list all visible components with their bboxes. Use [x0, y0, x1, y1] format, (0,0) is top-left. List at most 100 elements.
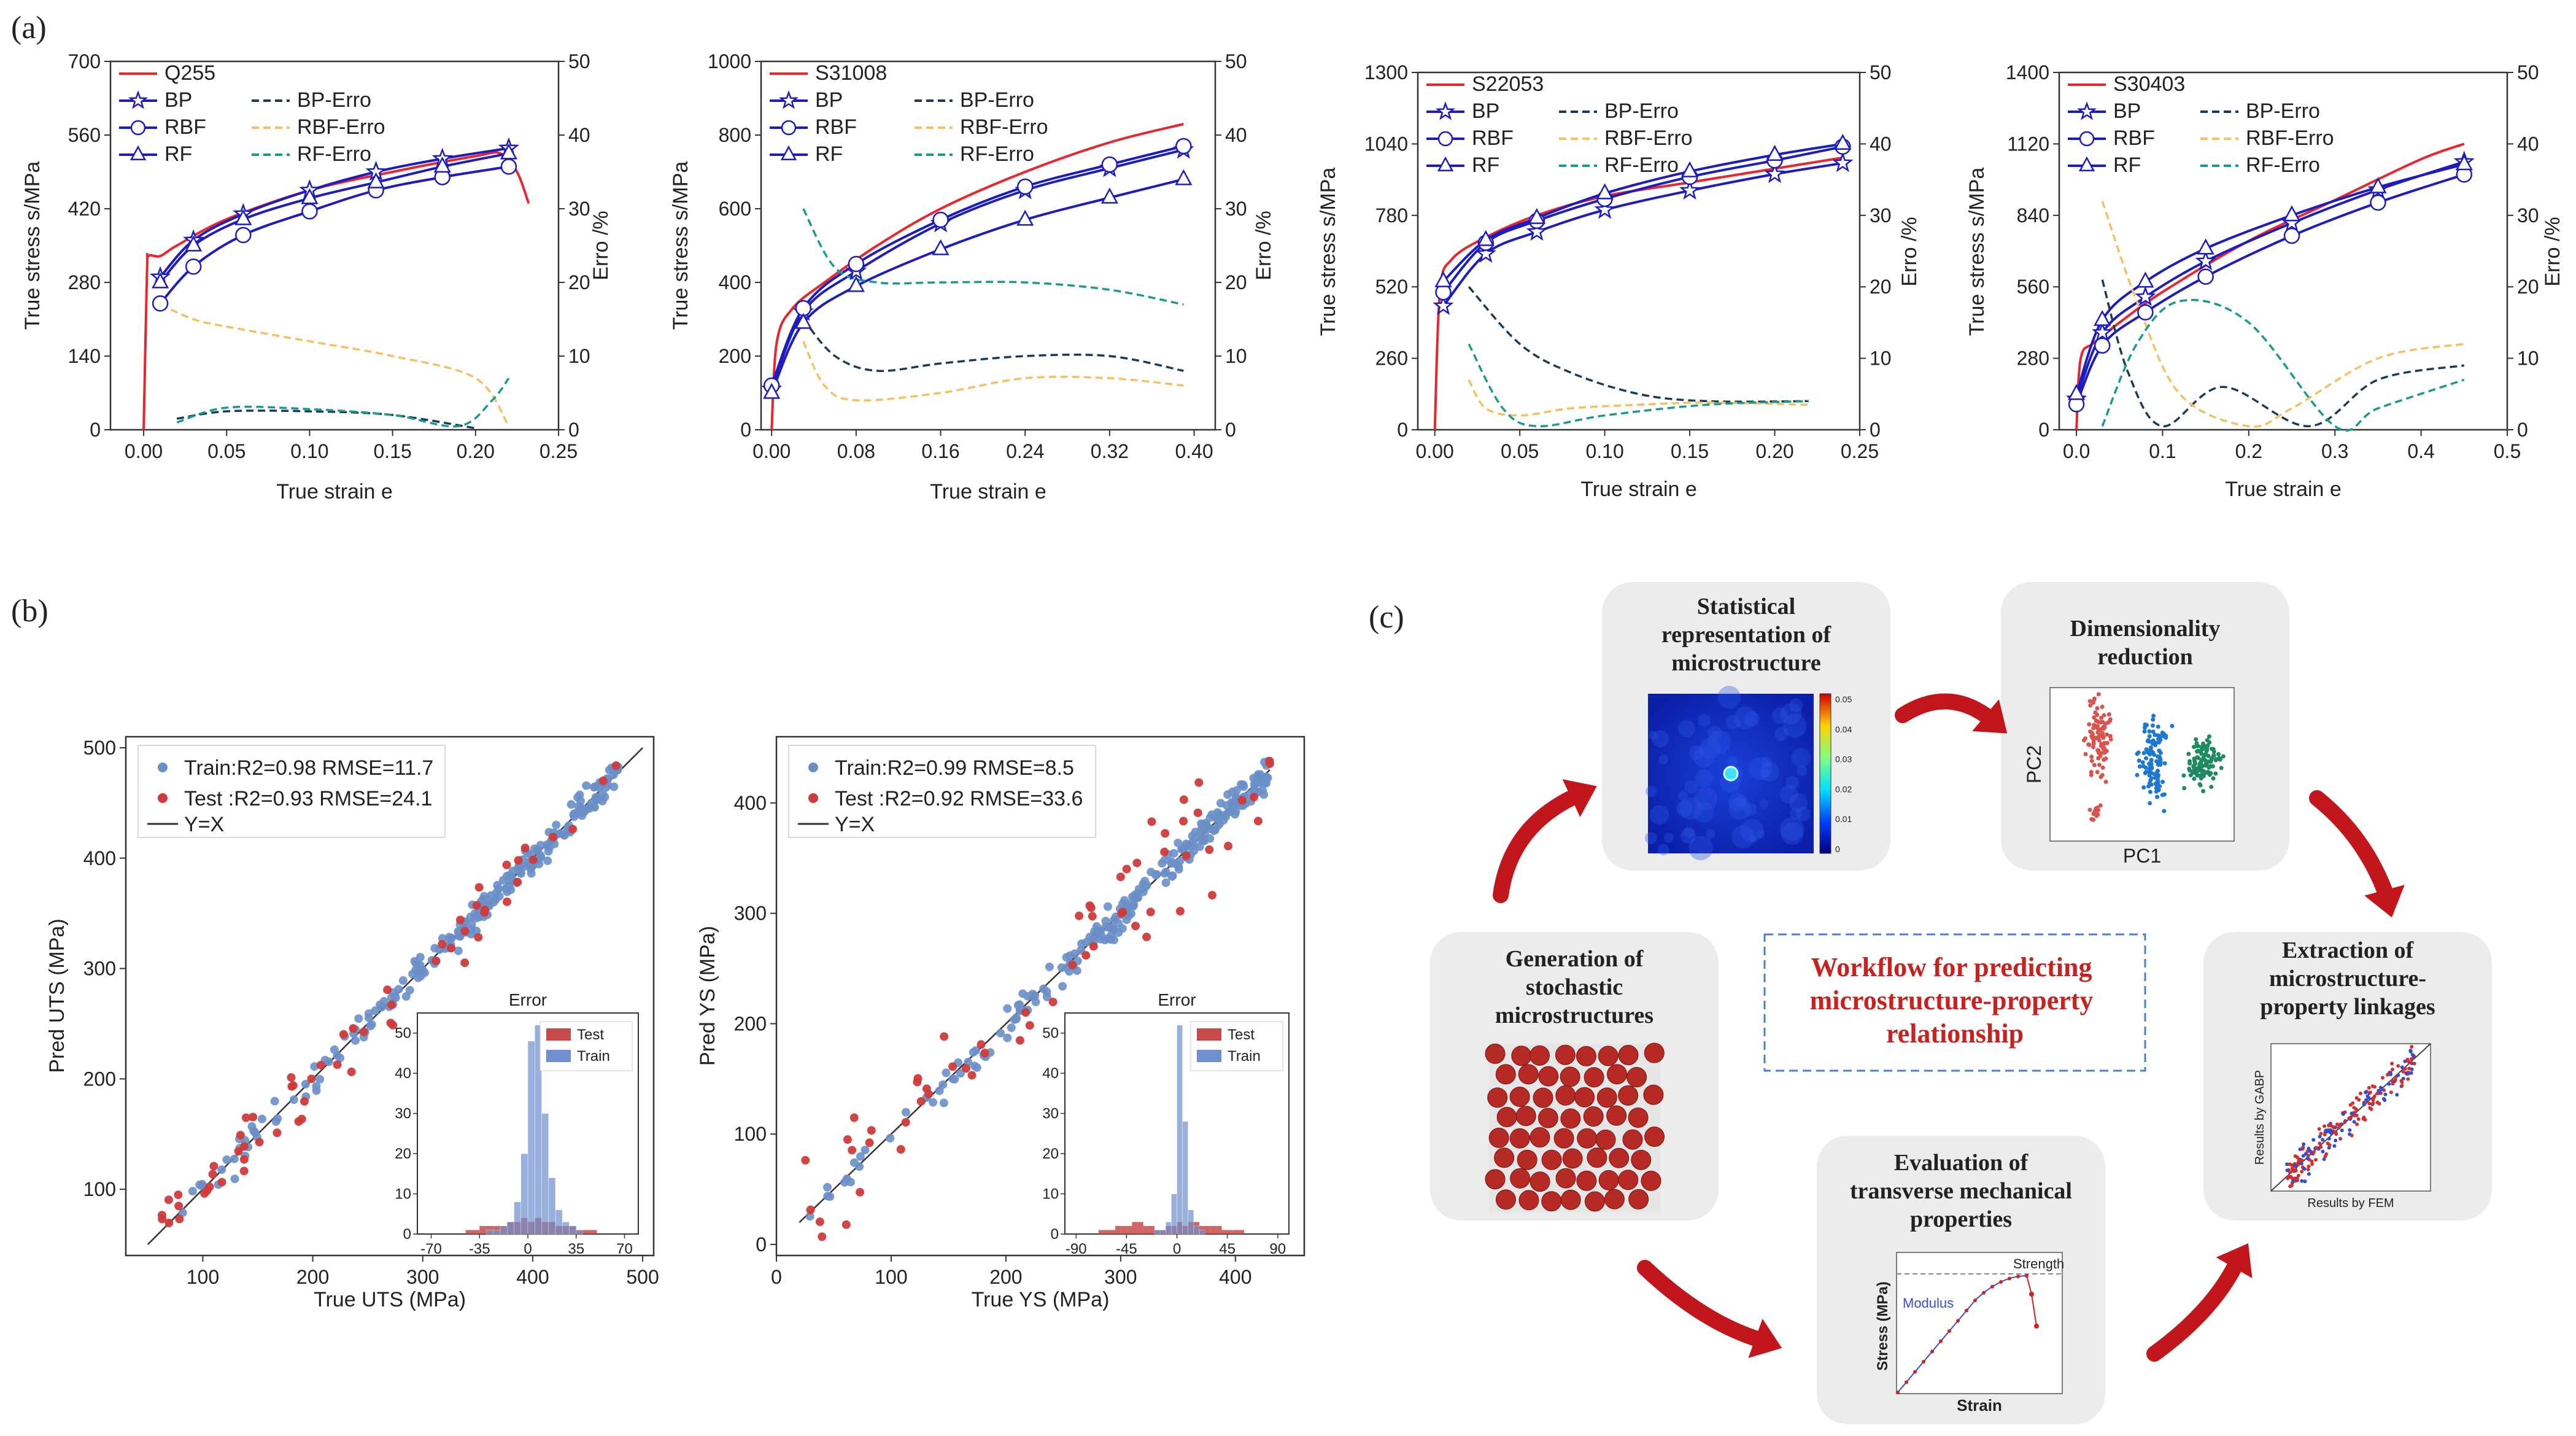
- inset-train-bar: [562, 1222, 570, 1235]
- data-point: [1016, 178, 1034, 195]
- linkage-point: [2367, 1085, 2371, 1090]
- test-point: [294, 1117, 303, 1126]
- train-point: [486, 891, 495, 900]
- legend-label: RF-Erro: [2246, 153, 2320, 177]
- heatmap-blob: [1728, 798, 1752, 820]
- heatmap-blob: [1717, 685, 1741, 709]
- train-point: [544, 847, 553, 856]
- pca-point: [2086, 742, 2091, 747]
- train-point: [935, 1086, 944, 1095]
- test-point: [1179, 817, 1188, 826]
- colorbar-tick-label: 0.02: [1835, 784, 1852, 794]
- linkage-xlabel: Results by FEM: [2307, 1197, 2394, 1210]
- y-tick-label: 1000: [708, 50, 751, 72]
- linkage-point: [2308, 1149, 2312, 1153]
- train-point: [330, 1045, 339, 1054]
- inset-train-bar: [1159, 1230, 1166, 1235]
- linkage-point: [2306, 1167, 2310, 1171]
- train-point: [366, 1022, 375, 1031]
- y-tick-label: 1400: [2006, 61, 2049, 83]
- linkage-point: [2356, 1117, 2361, 1121]
- test-point: [841, 1220, 851, 1229]
- workflow-arrow: [1895, 693, 1994, 723]
- legend-label: Train:R2=0.98 RMSE=11.7: [184, 756, 433, 780]
- test-point: [1175, 907, 1185, 916]
- x-tick-label: 200: [989, 1266, 1022, 1288]
- inset-legend-label: Train: [1228, 1048, 1261, 1065]
- test-point: [383, 985, 392, 995]
- linkage-point: [2300, 1158, 2304, 1162]
- test-point: [1265, 756, 1274, 766]
- inset-train-bar: [493, 1230, 501, 1235]
- test-point: [1015, 1036, 1024, 1045]
- inset-x-tick-label: 45: [1219, 1241, 1236, 1257]
- workflow-arrow: [1637, 1260, 1763, 1346]
- linkage-point: [2405, 1057, 2410, 1061]
- pca-point: [2157, 755, 2162, 759]
- ss-point: [2008, 1276, 2011, 1281]
- linkage-point: [2358, 1092, 2362, 1096]
- x-tick-label: 0.1: [2149, 440, 2176, 462]
- test-point: [431, 957, 441, 966]
- series-rbf-erro: [2101, 200, 2465, 428]
- data-point: [2195, 250, 2216, 271]
- inset-x-tick-label: -45: [1116, 1241, 1137, 1257]
- heatmap-blob: [1646, 785, 1657, 798]
- heatmap-blob: [1779, 817, 1804, 842]
- x-tick-label: 500: [626, 1266, 659, 1288]
- test-point: [514, 856, 523, 865]
- pca-point: [2137, 764, 2142, 769]
- pca-point: [2102, 750, 2107, 755]
- linkage-point: [2319, 1145, 2323, 1149]
- train-point: [398, 976, 408, 985]
- y2-tick-label: 10: [1225, 345, 1247, 367]
- box-title: Dimensionality reduction: [2070, 616, 2221, 670]
- pca-point: [2213, 757, 2218, 762]
- inset-test-bar: [1205, 1225, 1211, 1234]
- fiber: [1577, 1128, 1598, 1149]
- y-tick-label: 0: [90, 419, 101, 441]
- x-tick-label: 0.25: [1841, 440, 1879, 462]
- data-point: [780, 145, 797, 160]
- inset-legend-train: [546, 1050, 571, 1062]
- x-tick-label: 0.2: [2235, 440, 2262, 462]
- heatmap-blob: [1726, 715, 1741, 730]
- train-point: [1027, 992, 1037, 1001]
- inset-y-tick-label: 50: [395, 1025, 411, 1042]
- data-point: [781, 120, 797, 136]
- pca-point: [2148, 770, 2152, 775]
- series-rf-erro: [1468, 343, 1809, 428]
- linkage-point: [2285, 1168, 2289, 1173]
- legend-label: RBF-Erro: [2246, 126, 2334, 150]
- x-axis-label: True strain e: [930, 480, 1046, 503]
- train-point: [178, 1208, 187, 1217]
- train-point: [856, 1152, 865, 1161]
- heatmap-blob: [1790, 807, 1802, 820]
- test-point: [843, 1135, 852, 1144]
- linkage-point: [2410, 1045, 2414, 1049]
- data-point: [2137, 304, 2154, 321]
- x-tick-label: 0.15: [373, 440, 411, 462]
- train-point: [886, 1133, 895, 1143]
- train-point: [1188, 831, 1197, 840]
- test-point: [815, 1217, 824, 1227]
- train-point: [493, 880, 502, 890]
- linkage-point: [2381, 1096, 2386, 1101]
- inset-train-bar: [500, 1225, 508, 1235]
- y-tick-label: 280: [2017, 347, 2049, 370]
- test-point: [611, 761, 621, 770]
- stress-strain-frame: [1896, 1252, 2063, 1394]
- data-point: [2078, 156, 2095, 171]
- y-tick-label: 1300: [1364, 61, 1408, 83]
- series-bp: [2075, 160, 2465, 400]
- pca-point: [2151, 729, 2156, 734]
- fiber: [1598, 1170, 1619, 1190]
- pca-point: [2188, 773, 2193, 778]
- heatmap-blob: [1693, 802, 1714, 823]
- pca-point: [2091, 731, 2095, 736]
- inset-train-bar: [541, 1113, 549, 1235]
- linkage-point: [2372, 1085, 2377, 1089]
- y2-tick-label: 30: [1870, 204, 1892, 227]
- pca-point: [2208, 759, 2213, 764]
- pca-point: [2150, 750, 2155, 755]
